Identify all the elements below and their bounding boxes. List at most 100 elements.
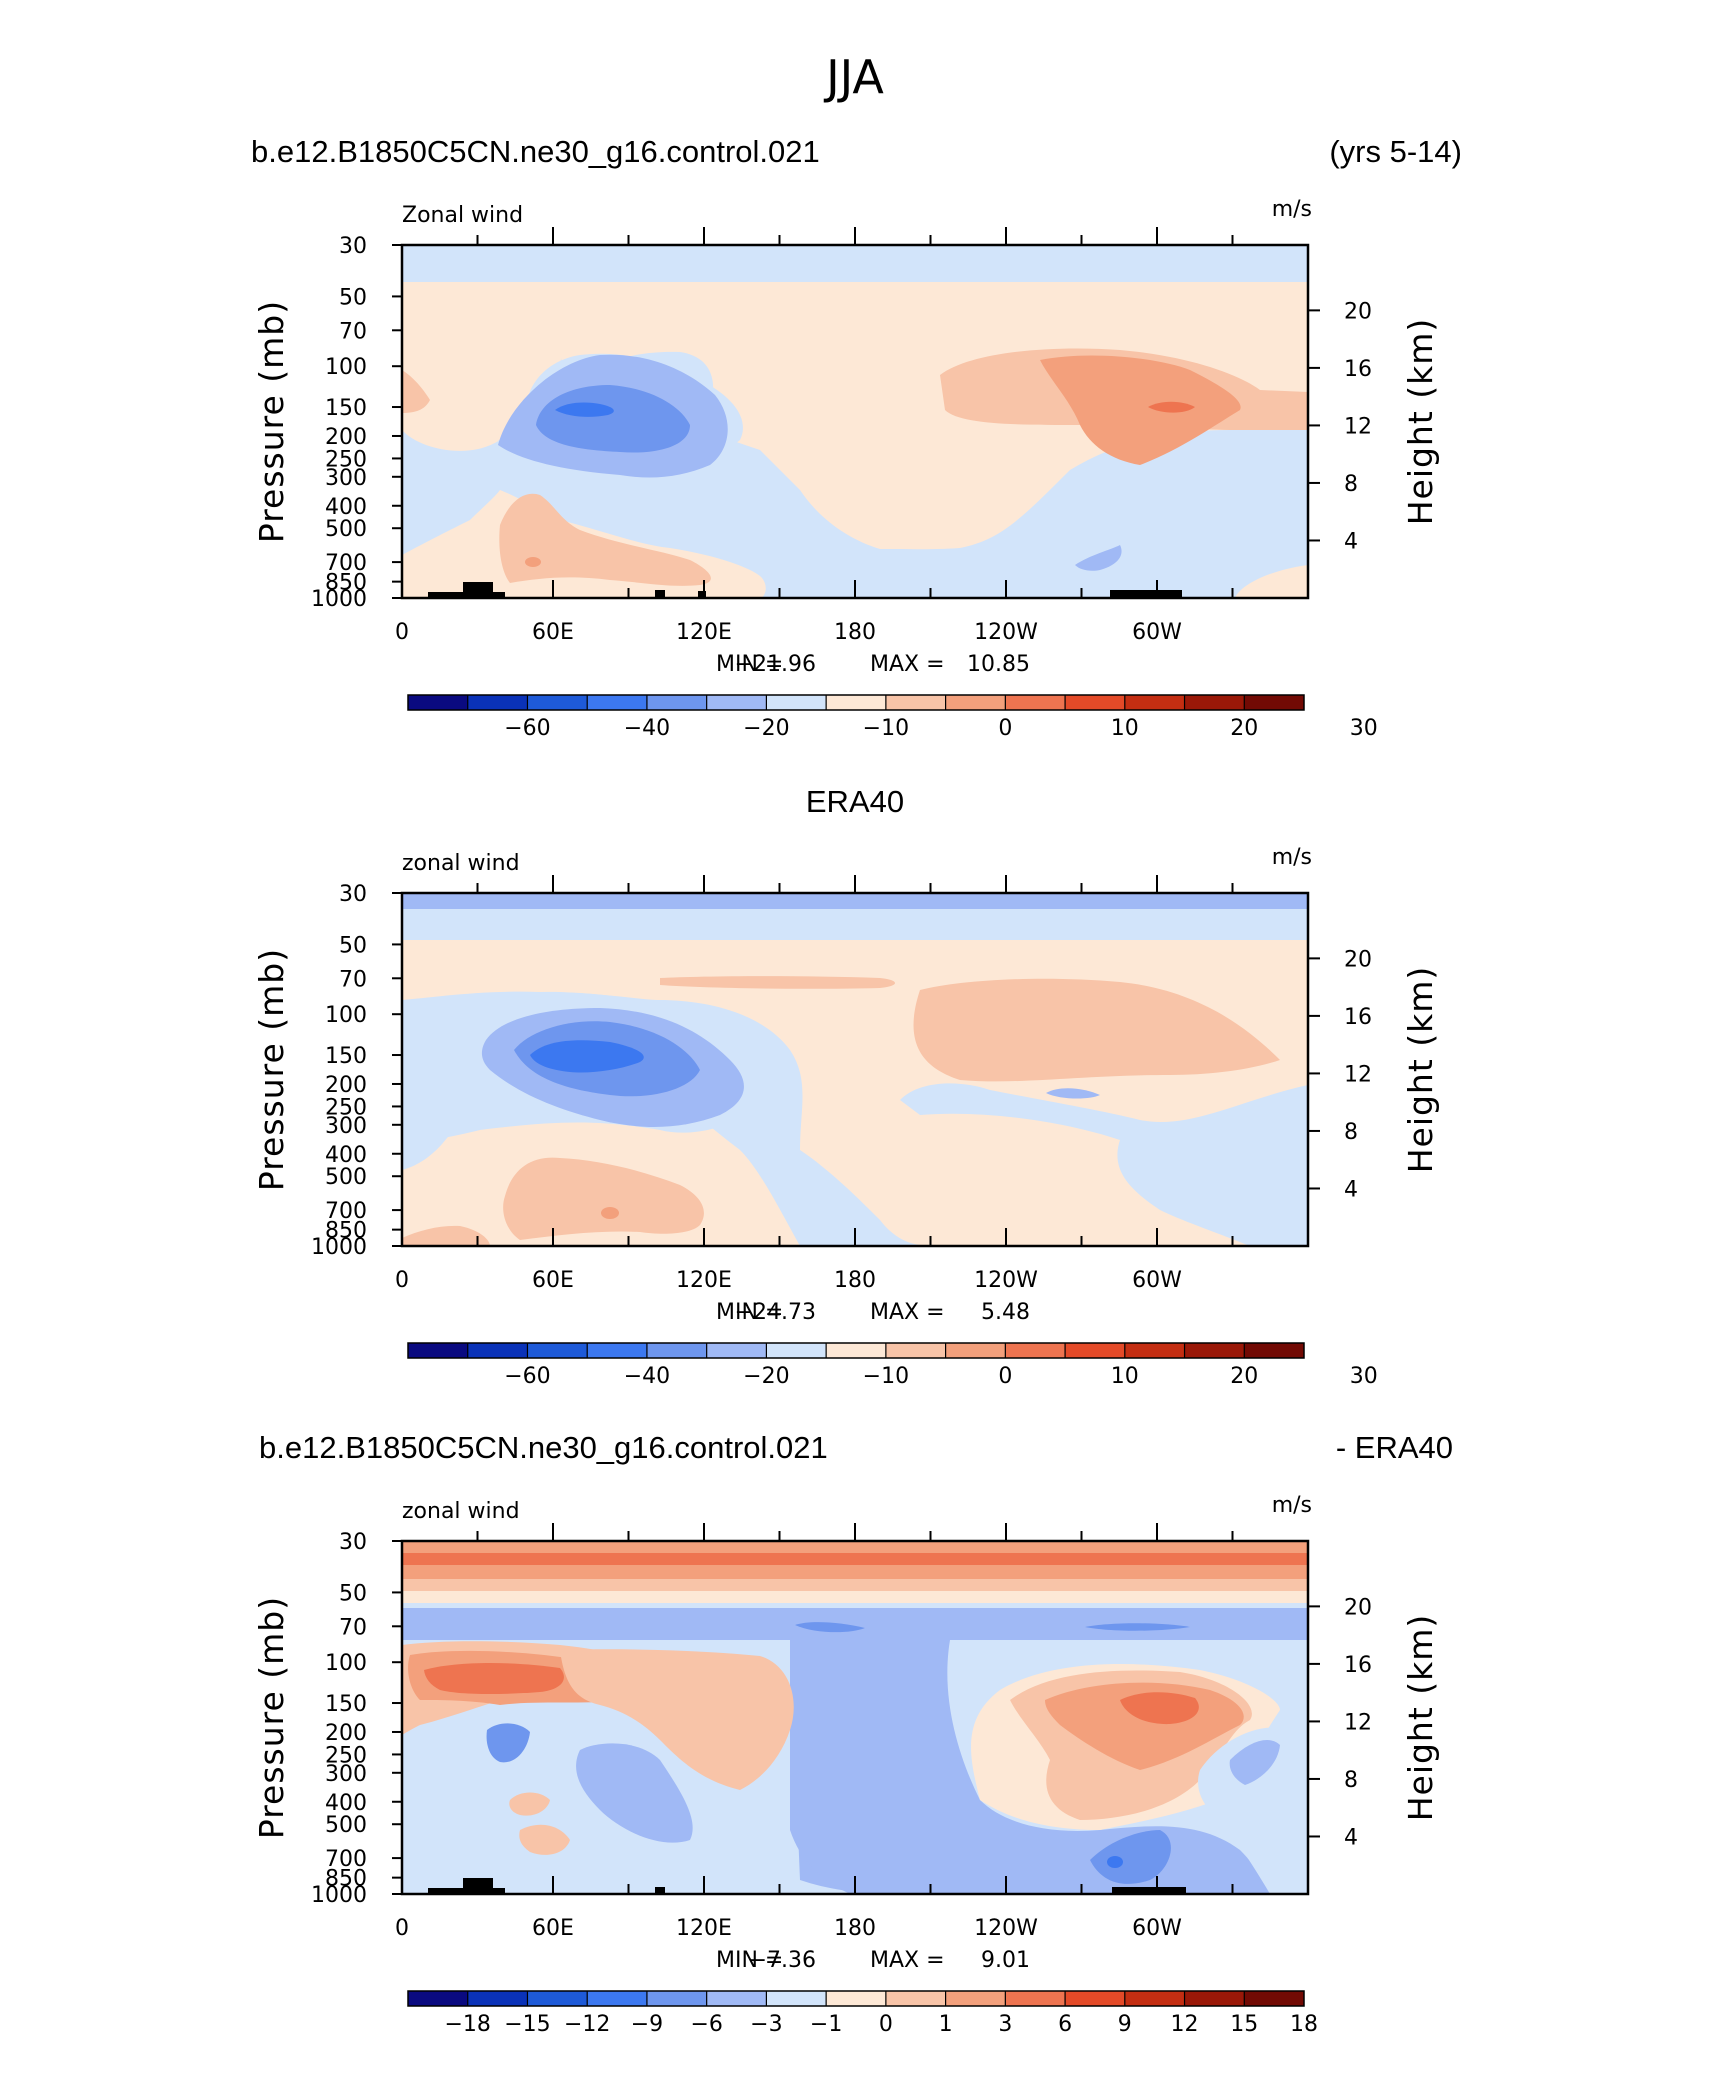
topography	[655, 590, 665, 598]
contour-fill	[402, 1541, 1308, 1894]
contour-level	[1075, 545, 1122, 571]
colorbar-swatch	[885, 1343, 947, 1358]
colorbar-label: 30	[1350, 716, 1378, 741]
contour-level	[525, 557, 541, 567]
colorbar-swatch	[467, 695, 528, 710]
colorbar-swatch	[1065, 1991, 1126, 2006]
panel-difference: b.e12.B1850C5CN.ne30_g16.control.021 - E…	[252, 1430, 1453, 2037]
min-label: MIN =	[716, 652, 783, 677]
contour-level	[402, 370, 430, 413]
contour-level	[402, 893, 1308, 909]
colorbar-label: −18	[445, 2012, 491, 2037]
y-tick-label: 400	[325, 1143, 367, 1168]
y-tick-label: 100	[325, 355, 367, 380]
y-tick-label: 70	[339, 967, 367, 992]
contour-level	[402, 1553, 1308, 1565]
colorbar-swatch	[1005, 695, 1066, 710]
colorbar-swatch	[1184, 695, 1245, 710]
y-tick-label: 150	[325, 396, 367, 421]
y-tick-label: 30	[339, 234, 367, 259]
colorbar-swatch	[1244, 1343, 1305, 1358]
colorbar-swatch	[587, 695, 648, 710]
colorbar-swatch	[885, 695, 947, 710]
colorbar-swatch	[945, 695, 1006, 710]
contour-level	[424, 1663, 564, 1695]
y-tick-label: 70	[339, 1615, 367, 1640]
colorbar-label: −40	[624, 716, 670, 741]
x-tick-label: 180	[834, 1268, 876, 1293]
colorbar-frame	[407, 1990, 1305, 2007]
colorbar-swatch	[945, 1343, 1006, 1358]
x-tick-label: 180	[834, 620, 876, 645]
colorbar-label: 10	[1111, 716, 1139, 741]
y-tick-label: 150	[325, 1692, 367, 1717]
colorbar-label: −12	[564, 2012, 610, 2037]
colorbar-swatch	[885, 1991, 947, 2006]
topography	[698, 591, 706, 598]
topography	[1110, 590, 1182, 598]
colorbar-swatch	[1005, 1343, 1066, 1358]
colorbar-label: −9	[631, 2012, 663, 2037]
x-tick-label: 120E	[676, 1268, 732, 1293]
colorbar-swatch	[467, 1343, 528, 1358]
y2-tick-label: 8	[1344, 1768, 1358, 1793]
colorbar-swatch	[587, 1991, 648, 2006]
x-tick-label: 0	[395, 620, 409, 645]
colorbar-label: −10	[863, 716, 909, 741]
y-tick-label: 500	[325, 1165, 367, 1190]
panel-title-center: ERA40	[806, 784, 904, 819]
min-value: −24.73	[735, 1300, 816, 1325]
colorbar-swatch	[766, 1991, 827, 2006]
colorbar-swatch	[408, 1991, 469, 2006]
colorbar-swatch	[1124, 1991, 1186, 2006]
units-label: m/s	[1272, 197, 1312, 222]
y-tick-label: 100	[325, 1003, 367, 1028]
colorbar-swatch	[408, 695, 469, 710]
y2-tick-label: 20	[1344, 1595, 1372, 1620]
colorbar-label: −40	[624, 1364, 670, 1389]
panel-title-left: b.e12.B1850C5CN.ne30_g16.control.021	[251, 134, 820, 169]
x-tick-label: 120W	[974, 1268, 1038, 1293]
contour-level	[1148, 401, 1195, 413]
contour-level	[1085, 1623, 1190, 1631]
x-tick-label: 0	[395, 1916, 409, 1941]
colorbar-label: 0	[998, 716, 1012, 741]
colorbar-swatch	[646, 1991, 708, 2006]
y2-axis-title: Height (km)	[1401, 1614, 1440, 1822]
y2-tick-label: 12	[1344, 1062, 1372, 1087]
y-tick-label: 500	[325, 517, 367, 542]
colorbar-swatch	[766, 695, 827, 710]
colorbar-swatch	[1184, 1343, 1245, 1358]
colorbar-swatch	[1244, 695, 1305, 710]
contour-level	[1107, 1856, 1123, 1868]
colorbar-swatch	[467, 1991, 528, 2006]
colorbar-label: −1	[810, 2012, 842, 2037]
colorbar-label: 6	[1058, 2012, 1072, 2037]
contour-level	[402, 345, 562, 451]
y-tick-label: 300	[325, 1114, 367, 1139]
variable-label: zonal wind	[402, 851, 520, 876]
y-tick-label: 1000	[311, 1235, 367, 1260]
contour-level	[499, 493, 711, 586]
contour-level	[1040, 355, 1241, 465]
contour-level	[1198, 1727, 1308, 1894]
x-tick-label: 60E	[532, 1268, 574, 1293]
y2-tick-label: 12	[1344, 1710, 1372, 1735]
colorbar-label: 3	[998, 2012, 1012, 2037]
contour-level	[402, 1608, 1308, 1640]
y2-tick-label: 20	[1344, 299, 1372, 324]
colorbar-swatch	[826, 1991, 887, 2006]
x-tick-label: 60W	[1132, 1268, 1182, 1293]
y2-tick-label: 8	[1344, 472, 1358, 497]
topography	[1112, 1887, 1186, 1894]
y-tick-label: 70	[339, 319, 367, 344]
y-tick-label: 30	[339, 882, 367, 907]
x-tick-label: 120W	[974, 620, 1038, 645]
colorbar-label: −15	[504, 2012, 550, 2037]
y2-tick-label: 4	[1344, 1825, 1358, 1850]
min-label: MIN =	[716, 1300, 783, 1325]
x-tick-label: 60W	[1132, 620, 1182, 645]
y-tick-label: 50	[339, 285, 367, 310]
